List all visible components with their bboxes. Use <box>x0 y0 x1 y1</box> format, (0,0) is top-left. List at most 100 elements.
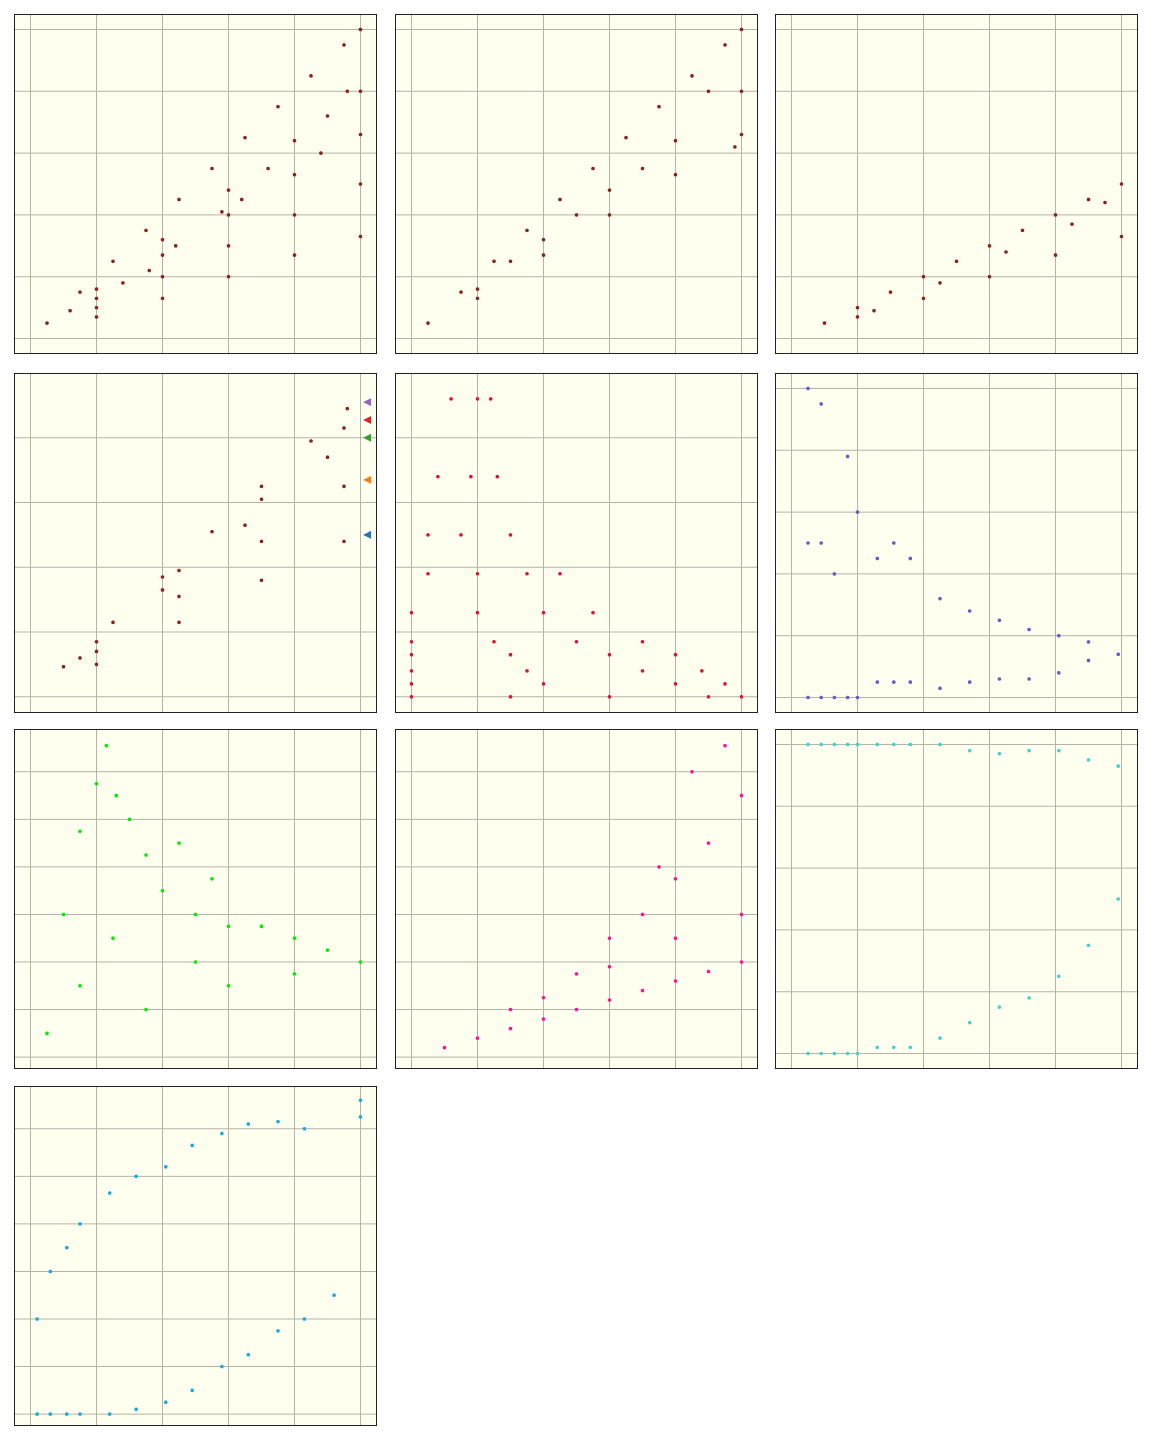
point <box>739 132 744 137</box>
point <box>673 936 678 941</box>
point <box>220 1364 224 1369</box>
point <box>78 1222 82 1226</box>
point <box>160 253 165 257</box>
point <box>302 1126 307 1131</box>
point <box>1116 897 1120 901</box>
point <box>832 695 837 700</box>
point <box>292 138 297 143</box>
point <box>892 680 896 684</box>
point <box>475 287 480 291</box>
point <box>475 296 480 301</box>
point <box>45 321 49 325</box>
point <box>78 983 82 988</box>
point <box>558 571 562 576</box>
point <box>855 510 860 514</box>
point <box>739 960 744 964</box>
point <box>541 610 546 615</box>
point <box>226 924 231 929</box>
point <box>426 571 430 576</box>
point <box>673 979 678 983</box>
point <box>845 1051 850 1056</box>
point <box>574 972 579 976</box>
point <box>1053 213 1058 217</box>
point <box>292 972 297 976</box>
point <box>892 742 896 747</box>
point <box>1086 658 1091 663</box>
point <box>607 188 612 192</box>
point <box>706 89 711 94</box>
point <box>426 533 430 537</box>
point <box>259 539 264 544</box>
point <box>358 234 363 239</box>
point <box>309 74 313 78</box>
point <box>114 793 119 798</box>
point <box>706 841 711 845</box>
point <box>938 742 942 747</box>
point <box>345 89 350 94</box>
point <box>1027 627 1031 632</box>
plot-background <box>395 729 758 1069</box>
point <box>832 742 837 747</box>
point <box>806 1051 810 1056</box>
point <box>65 1245 69 1250</box>
point <box>855 305 860 310</box>
point <box>875 556 880 561</box>
point <box>226 213 231 217</box>
scatter-panel <box>395 729 758 1069</box>
point <box>426 321 430 325</box>
point <box>94 305 99 310</box>
point <box>690 74 694 78</box>
point <box>739 793 744 798</box>
point <box>819 742 823 747</box>
point <box>723 43 727 47</box>
point <box>409 695 414 699</box>
point <box>967 1020 972 1025</box>
point <box>541 237 546 242</box>
point <box>1057 974 1061 979</box>
scatter-panel <box>14 729 377 1069</box>
point <box>246 1122 251 1126</box>
plot-frame <box>395 729 758 1069</box>
point <box>819 1051 823 1056</box>
point <box>892 541 896 545</box>
plot-background <box>775 729 1138 1069</box>
point <box>607 964 612 969</box>
point <box>276 1329 280 1333</box>
point <box>819 402 823 406</box>
point <box>358 132 363 137</box>
point <box>733 145 737 149</box>
point <box>48 1412 53 1416</box>
point <box>259 497 264 502</box>
point <box>94 781 99 786</box>
plot-frame <box>395 373 758 713</box>
point <box>987 244 992 248</box>
plot-background <box>775 373 1138 713</box>
scatter-panel <box>395 373 758 713</box>
point <box>806 742 810 747</box>
point <box>164 1400 168 1405</box>
point <box>160 888 165 893</box>
point <box>938 686 942 691</box>
point <box>78 656 82 660</box>
point <box>640 639 645 644</box>
point <box>723 682 727 686</box>
point <box>1027 748 1031 753</box>
marker <box>363 530 372 539</box>
point <box>997 677 1002 681</box>
point <box>48 1269 53 1274</box>
point <box>243 135 247 140</box>
plot-frame <box>14 14 377 354</box>
point <box>1086 943 1091 948</box>
point <box>177 594 181 599</box>
scatter-panel <box>14 14 377 354</box>
point <box>94 315 99 319</box>
point <box>1027 677 1031 681</box>
point <box>190 1143 194 1148</box>
scatter-panel <box>775 729 1138 1069</box>
point <box>177 841 181 845</box>
point <box>508 1007 513 1012</box>
point <box>342 426 346 430</box>
point <box>525 571 529 576</box>
point <box>292 172 297 177</box>
point <box>673 138 678 143</box>
